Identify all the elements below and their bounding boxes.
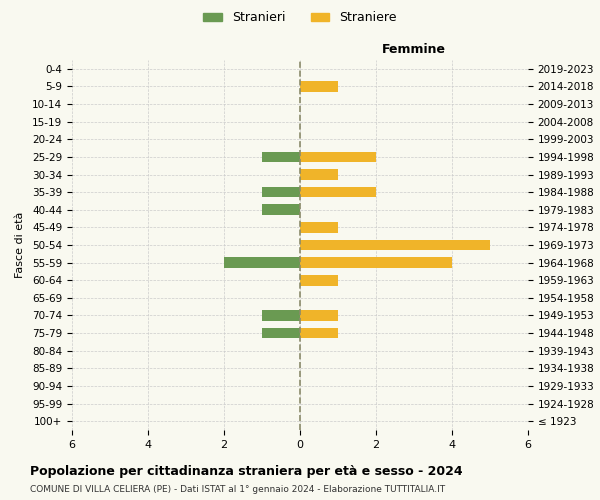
Bar bbox=[262, 328, 300, 338]
Bar bbox=[300, 81, 338, 92]
Bar bbox=[300, 275, 338, 285]
Bar bbox=[262, 204, 300, 215]
Bar bbox=[300, 222, 338, 232]
Bar bbox=[262, 310, 300, 321]
Y-axis label: Fasce di età: Fasce di età bbox=[15, 212, 25, 278]
Bar bbox=[262, 187, 300, 198]
Text: Popolazione per cittadinanza straniera per età e sesso - 2024: Popolazione per cittadinanza straniera p… bbox=[30, 465, 463, 478]
Bar bbox=[224, 258, 300, 268]
Bar bbox=[300, 169, 338, 180]
Bar bbox=[300, 328, 338, 338]
Bar bbox=[262, 152, 300, 162]
Text: COMUNE DI VILLA CELIERA (PE) - Dati ISTAT al 1° gennaio 2024 - Elaborazione TUTT: COMUNE DI VILLA CELIERA (PE) - Dati ISTA… bbox=[30, 485, 445, 494]
Bar bbox=[300, 187, 376, 198]
Bar bbox=[300, 240, 490, 250]
Bar bbox=[300, 152, 376, 162]
Text: Femmine: Femmine bbox=[382, 44, 446, 57]
Bar bbox=[300, 258, 452, 268]
Bar bbox=[300, 310, 338, 321]
Legend: Stranieri, Straniere: Stranieri, Straniere bbox=[198, 6, 402, 29]
